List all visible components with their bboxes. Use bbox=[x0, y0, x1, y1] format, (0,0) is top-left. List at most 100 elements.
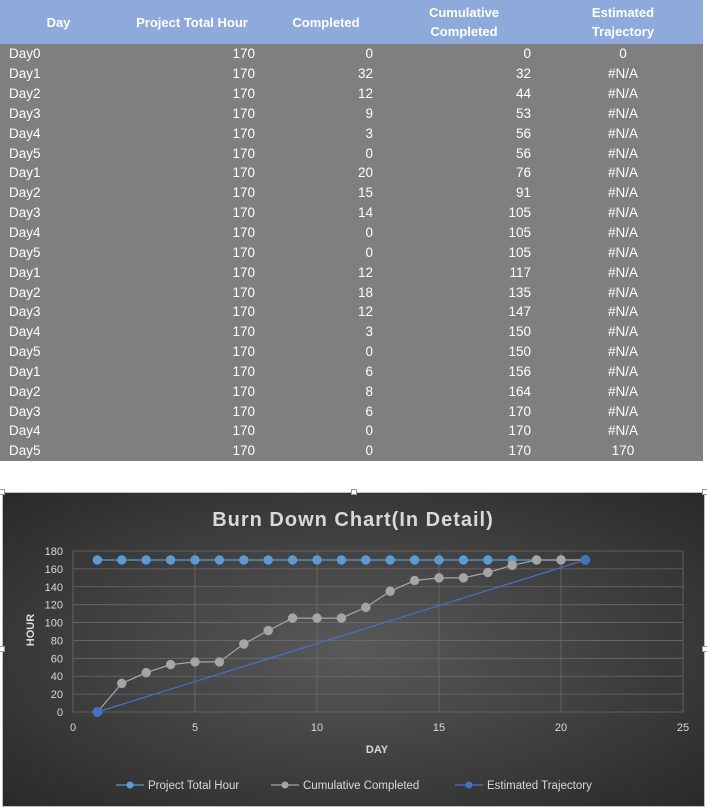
cell-completed[interactable]: 0 bbox=[267, 440, 385, 461]
header-cumulative-completed[interactable]: Cumulative Completed bbox=[385, 0, 543, 44]
cell-project-total-hour[interactable]: 170 bbox=[117, 103, 267, 124]
cell-day[interactable]: Day3 bbox=[0, 103, 117, 124]
cell-cumulative-completed[interactable]: 105 bbox=[385, 202, 543, 223]
cell-completed[interactable]: 0 bbox=[267, 421, 385, 441]
cell-project-total-hour[interactable]: 170 bbox=[117, 163, 267, 183]
header-completed[interactable]: Completed bbox=[267, 0, 385, 44]
cell-cumulative-completed[interactable]: 164 bbox=[385, 381, 543, 402]
cell-day[interactable]: Day4 bbox=[0, 123, 117, 144]
cell-completed[interactable]: 3 bbox=[267, 123, 385, 144]
cell-project-total-hour[interactable]: 170 bbox=[117, 63, 267, 84]
cell-project-total-hour[interactable]: 170 bbox=[117, 222, 267, 243]
cell-cumulative-completed[interactable]: 117 bbox=[385, 262, 543, 283]
cell-estimated-trajectory[interactable]: #N/A bbox=[543, 341, 703, 362]
cell-day[interactable]: Day1 bbox=[0, 361, 117, 382]
cell-project-total-hour[interactable]: 170 bbox=[117, 83, 267, 104]
cell-estimated-trajectory[interactable]: #N/A bbox=[543, 381, 703, 402]
chart-frame[interactable]: Burn Down Chart(In Detail) 0 20 40 60 80 100 1… bbox=[0, 489, 707, 807]
burn-down-chart[interactable]: Burn Down Chart(In Detail) 0204060801001… bbox=[3, 493, 704, 806]
cell-cumulative-completed[interactable]: 56 bbox=[385, 123, 543, 144]
cell-estimated-trajectory[interactable]: #N/A bbox=[543, 222, 703, 243]
cell-day[interactable]: Day1 bbox=[0, 63, 117, 84]
cell-cumulative-completed[interactable]: 135 bbox=[385, 282, 543, 302]
cell-completed[interactable]: 6 bbox=[267, 401, 385, 422]
cell-day[interactable]: Day4 bbox=[0, 222, 117, 243]
cell-day[interactable]: Day3 bbox=[0, 401, 117, 422]
cell-cumulative-completed[interactable]: 32 bbox=[385, 63, 543, 84]
cell-project-total-hour[interactable]: 170 bbox=[117, 301, 267, 322]
cell-project-total-hour[interactable]: 170 bbox=[117, 381, 267, 402]
cell-cumulative-completed[interactable]: 105 bbox=[385, 222, 543, 243]
cell-completed[interactable]: 15 bbox=[267, 182, 385, 203]
resize-handle-top-right[interactable] bbox=[702, 489, 707, 495]
cell-cumulative-completed[interactable]: 170 bbox=[385, 440, 543, 461]
cell-completed[interactable]: 12 bbox=[267, 83, 385, 104]
cell-project-total-hour[interactable]: 170 bbox=[117, 361, 267, 382]
resize-handle-top-left[interactable] bbox=[0, 489, 5, 495]
cell-day[interactable]: Day2 bbox=[0, 83, 117, 104]
cell-completed[interactable]: 18 bbox=[267, 282, 385, 302]
cell-completed[interactable]: 9 bbox=[267, 103, 385, 124]
cell-day[interactable]: Day1 bbox=[0, 163, 117, 183]
cell-estimated-trajectory[interactable]: #N/A bbox=[543, 321, 703, 342]
cell-completed[interactable]: 20 bbox=[267, 163, 385, 183]
cell-estimated-trajectory[interactable]: #N/A bbox=[543, 262, 703, 283]
cell-completed[interactable]: 0 bbox=[267, 222, 385, 243]
cell-project-total-hour[interactable]: 170 bbox=[117, 262, 267, 283]
cell-cumulative-completed[interactable]: 76 bbox=[385, 163, 543, 183]
cell-completed[interactable]: 0 bbox=[267, 242, 385, 263]
cell-estimated-trajectory[interactable]: #N/A bbox=[543, 63, 703, 84]
cell-cumulative-completed[interactable]: 150 bbox=[385, 321, 543, 342]
cell-project-total-hour[interactable]: 170 bbox=[117, 321, 267, 342]
cell-day[interactable]: Day2 bbox=[0, 381, 117, 402]
cell-day[interactable]: Day3 bbox=[0, 202, 117, 223]
cell-project-total-hour[interactable]: 170 bbox=[117, 123, 267, 144]
cell-completed[interactable]: 12 bbox=[267, 301, 385, 322]
cell-project-total-hour[interactable]: 170 bbox=[117, 401, 267, 422]
cell-cumulative-completed[interactable]: 170 bbox=[385, 401, 543, 422]
legend-entry-project-total-hour[interactable]: Project Total Hour bbox=[116, 780, 239, 792]
cell-cumulative-completed[interactable]: 44 bbox=[385, 83, 543, 104]
cell-day[interactable]: Day2 bbox=[0, 182, 117, 203]
cell-estimated-trajectory[interactable]: #N/A bbox=[543, 182, 703, 203]
cell-day[interactable]: Day5 bbox=[0, 143, 117, 164]
cell-day[interactable]: Day0 bbox=[0, 44, 117, 64]
legend-entry-cumulative-completed[interactable]: Cumulative Completed bbox=[271, 780, 419, 792]
cell-day[interactable]: Day1 bbox=[0, 262, 117, 283]
cell-estimated-trajectory[interactable]: 170 bbox=[543, 440, 703, 461]
cell-estimated-trajectory[interactable]: #N/A bbox=[543, 143, 703, 164]
cell-completed[interactable]: 6 bbox=[267, 361, 385, 382]
cell-project-total-hour[interactable]: 170 bbox=[117, 242, 267, 263]
cell-estimated-trajectory[interactable]: #N/A bbox=[543, 361, 703, 382]
cell-estimated-trajectory[interactable]: #N/A bbox=[543, 401, 703, 422]
cell-completed[interactable]: 12 bbox=[267, 262, 385, 283]
cell-project-total-hour[interactable]: 170 bbox=[117, 182, 267, 203]
cell-project-total-hour[interactable]: 170 bbox=[117, 440, 267, 461]
cell-day[interactable]: Day4 bbox=[0, 421, 117, 441]
cell-project-total-hour[interactable]: 170 bbox=[117, 202, 267, 223]
cell-project-total-hour[interactable]: 170 bbox=[117, 282, 267, 302]
cell-completed[interactable]: 3 bbox=[267, 321, 385, 342]
cell-estimated-trajectory[interactable]: #N/A bbox=[543, 123, 703, 144]
cell-day[interactable]: Day5 bbox=[0, 242, 117, 263]
cell-completed[interactable]: 32 bbox=[267, 63, 385, 84]
cell-completed[interactable]: 0 bbox=[267, 341, 385, 362]
cell-cumulative-completed[interactable]: 53 bbox=[385, 103, 543, 124]
header-day[interactable]: Day bbox=[0, 0, 117, 44]
cell-day[interactable]: Day4 bbox=[0, 321, 117, 342]
legend-entry-estimated-trajectory[interactable]: Estimated Trajectory bbox=[455, 780, 592, 792]
cell-estimated-trajectory[interactable]: #N/A bbox=[543, 103, 703, 124]
cell-estimated-trajectory[interactable]: #N/A bbox=[543, 301, 703, 322]
cell-estimated-trajectory[interactable]: #N/A bbox=[543, 282, 703, 302]
cell-cumulative-completed[interactable]: 170 bbox=[385, 421, 543, 441]
cell-estimated-trajectory[interactable]: #N/A bbox=[543, 83, 703, 104]
cell-completed[interactable]: 8 bbox=[267, 381, 385, 402]
cell-cumulative-completed[interactable]: 0 bbox=[385, 44, 543, 64]
cell-cumulative-completed[interactable]: 56 bbox=[385, 143, 543, 164]
resize-handle-left[interactable] bbox=[0, 646, 5, 652]
cell-cumulative-completed[interactable]: 147 bbox=[385, 301, 543, 322]
cell-cumulative-completed[interactable]: 156 bbox=[385, 361, 543, 382]
cell-estimated-trajectory[interactable]: #N/A bbox=[543, 242, 703, 263]
resize-handle-top[interactable] bbox=[351, 489, 357, 495]
cell-completed[interactable]: 0 bbox=[267, 44, 385, 64]
